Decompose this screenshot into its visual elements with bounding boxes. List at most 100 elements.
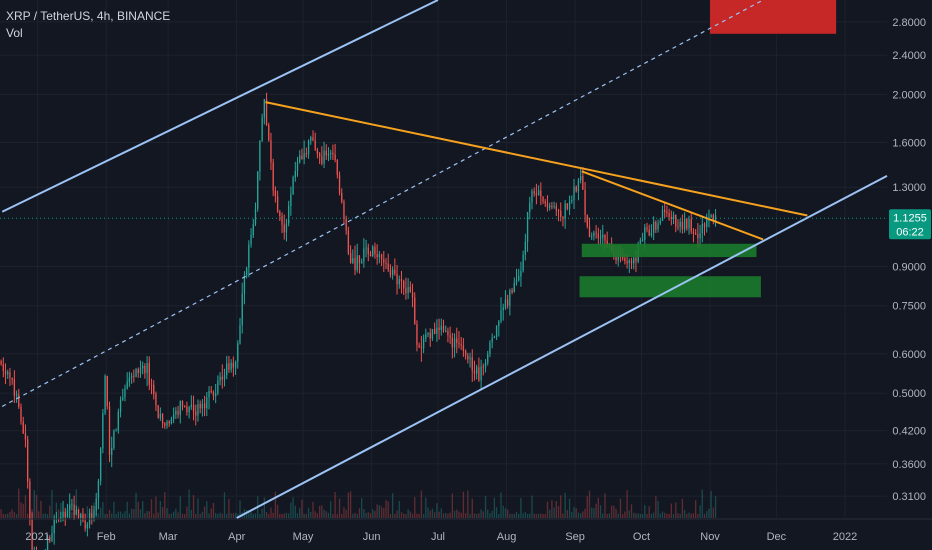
candle-body [489,342,491,354]
volume-bar [126,501,128,518]
candle-body [394,269,396,274]
volume-bar [520,497,522,518]
volume-bar [228,499,230,518]
candle-body [84,520,86,529]
volume-bar [161,507,164,518]
volume-bar [325,511,327,518]
volume-bar [206,501,208,518]
candle-body [706,219,708,227]
volume-bar [487,509,489,518]
volume-bar [106,513,108,518]
candle-body [272,162,274,191]
candle-body [584,189,586,216]
candle-body [354,258,356,271]
candle-body [172,414,175,419]
volume-indicator-label[interactable]: Vol [6,26,23,40]
candle-body [429,332,431,339]
volume-bar [411,513,414,518]
candle-body [345,218,347,231]
candle-body [679,221,681,227]
volume-bar [290,502,292,518]
volume-bar [648,506,650,518]
candle-body [564,203,566,219]
volume-bar [356,513,358,518]
volume-bar [279,513,281,518]
volume-bar [509,513,511,518]
volume-bar [168,513,170,518]
candle-body [285,223,288,233]
volume-bar [440,508,442,518]
volume-bar [602,513,604,518]
candle-body [102,413,104,449]
volume-bar [318,505,321,518]
volume-bar [591,507,593,518]
candle-body [588,226,591,237]
volume-bar [544,513,546,518]
volume-bar [677,513,679,518]
volume-bar [387,501,389,518]
candle-body [117,411,120,431]
volume-bar [199,513,201,518]
volume-bar [146,511,148,518]
volume-bar [299,508,301,518]
volume-bar [531,495,533,518]
volume-bar [537,513,540,518]
candle-body [506,299,509,306]
volume-bar [102,502,104,518]
volume-bar [175,508,177,518]
candle-body [409,287,411,293]
candle-body [449,335,451,338]
time-axis[interactable]: 2021 Feb Mar Apr May Jun Jul Aug Sep Oct Nov Dec 202… [0,518,932,543]
candle-body [130,375,133,378]
volume-bar [633,512,635,518]
candle-body [586,215,588,227]
channel-lower-line [236,175,888,519]
volume-bar [610,505,613,518]
volume-bar [270,507,272,518]
candle-body [546,203,549,208]
time-tick-label: Apr [228,531,245,543]
volume-bar [301,499,303,518]
candle-body [520,270,522,277]
price-axis[interactable]: 2.8000 2.4000 2.0000 1.6000 1.3000 0.9000 0.75… [892,17,926,503]
volume-bar [55,502,58,518]
volume-bar [566,510,569,518]
volume-bar [352,513,354,518]
candle-body [579,175,582,181]
candle-body [20,406,22,422]
volume-bar [644,505,646,518]
volume-bar [217,513,219,518]
candle-body [124,388,126,398]
candle-body [411,292,414,298]
candle-body [396,273,398,285]
candle-body [281,216,283,225]
candle-body [111,447,113,455]
candle-body [166,421,168,426]
volume-bar [562,513,564,518]
candle-body [184,406,186,408]
candle-body [549,205,551,208]
last-price-tag: 1.1255 06:22 [889,209,931,240]
time-tick-label: Nov [700,531,720,543]
candle-body [376,254,378,257]
candle-body [4,370,7,375]
candle-body [62,511,64,517]
volume-bar [416,513,418,518]
candle-body [226,363,228,376]
candle-body [493,337,496,339]
candle-body [323,150,325,164]
candle-body [372,246,374,257]
volume-bar [471,498,473,518]
price-tick-label: 2.8000 [892,17,926,29]
candle-body [197,404,199,416]
volume-bar [396,510,398,518]
candle-body [66,509,69,517]
volume-bar [690,513,692,518]
candle-body [701,223,703,234]
candle-body [456,338,458,343]
candle-body [150,384,153,386]
volume-bar [484,496,487,518]
candle-body [299,155,301,163]
volume-bar [445,513,447,518]
